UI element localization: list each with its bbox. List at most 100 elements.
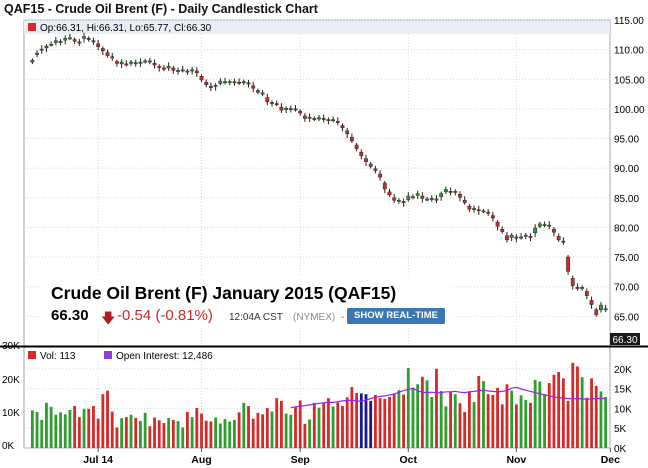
volume-bar	[355, 392, 359, 448]
open-interest-line	[290, 386, 606, 409]
candle-up	[580, 287, 585, 289]
candle-up	[213, 84, 218, 87]
candle-up	[537, 223, 542, 227]
volume-bar	[148, 426, 152, 448]
candle-down	[204, 81, 209, 85]
candle-down	[575, 287, 580, 289]
volume-bar	[242, 402, 246, 448]
candle-down	[476, 209, 481, 212]
candle-up	[443, 189, 448, 193]
candle-down	[448, 191, 453, 193]
volume-bar	[604, 396, 608, 448]
date-tick-label: Dec	[601, 454, 620, 466]
volume-bar	[35, 411, 39, 448]
candle-up	[143, 60, 148, 63]
quote-panel: Crude Oil Brent (F) January 2015 (QAF15)…	[40, 276, 452, 328]
candle-down	[162, 67, 166, 70]
volume-bar	[529, 402, 532, 448]
volume-bar	[590, 378, 593, 448]
candle-down	[157, 65, 162, 68]
volume-bar	[326, 398, 330, 448]
candle-down	[547, 224, 552, 227]
volume-bar	[82, 408, 86, 448]
volume-tick-label: 20K	[614, 365, 632, 376]
candle-down	[260, 92, 265, 95]
volume-bar	[279, 400, 283, 448]
candle-down	[77, 41, 82, 44]
last-price: 66.30	[51, 307, 89, 324]
volume-bar	[486, 394, 490, 448]
candle-down	[458, 194, 462, 198]
volume-bar	[388, 396, 391, 448]
candle-up	[166, 65, 171, 69]
volume-bar	[561, 378, 565, 448]
volume-bar	[505, 384, 509, 448]
volume-bar	[176, 421, 180, 448]
volume-bar	[364, 394, 368, 448]
volume-bar	[397, 390, 401, 448]
candle-down	[298, 111, 303, 114]
candle-up	[542, 224, 547, 226]
volume-tick-label: 5K	[614, 424, 627, 435]
candle-up	[439, 193, 444, 197]
price-candles	[30, 32, 608, 317]
candle-down	[368, 163, 373, 167]
candle-up	[415, 193, 420, 196]
candle-down	[237, 81, 242, 84]
candle-down	[490, 215, 495, 219]
show-real-time-button[interactable]: SHOW REAL-TIME	[347, 308, 445, 324]
volume-bar	[491, 394, 495, 448]
ohlc-legend-strip	[24, 21, 610, 34]
candle-down	[378, 173, 382, 178]
volume-bar	[251, 418, 255, 448]
contract-name: Crude Oil Brent (F) January 2015 (QAF15)	[51, 283, 397, 303]
candle-down	[147, 60, 152, 63]
candle-down	[199, 76, 204, 81]
candle-down	[528, 236, 533, 238]
volume-bar	[63, 414, 67, 448]
candle-down	[171, 67, 176, 71]
price-tick-label: 115.00	[614, 16, 644, 27]
candle-up	[68, 37, 72, 40]
candle-up	[317, 117, 321, 120]
candle-down	[100, 48, 105, 52]
volume-tick-label: 10K	[614, 404, 632, 415]
volume-bar	[373, 394, 377, 448]
volume-bar	[580, 377, 584, 448]
volume-bar	[284, 413, 288, 448]
volume-bar	[45, 402, 48, 448]
candle-down	[115, 61, 119, 64]
volume-bar	[134, 417, 138, 448]
price-tick-label: 105.00	[614, 75, 645, 86]
candle-up	[241, 81, 246, 84]
volume-bar	[30, 410, 34, 448]
candle-up	[129, 61, 133, 64]
volume-bar	[190, 417, 194, 448]
volume-bar	[303, 423, 307, 448]
candle-up	[190, 69, 195, 72]
candle-up	[603, 308, 608, 311]
volume-bars	[30, 362, 608, 448]
candle-up	[411, 196, 415, 199]
volume-left-label: 10K	[2, 408, 20, 419]
candle-down	[185, 70, 190, 73]
volume-bar	[477, 375, 481, 448]
volume-bar	[186, 411, 189, 448]
price-tick-label: 95.00	[614, 135, 639, 146]
volume-left-label: 0K	[2, 441, 15, 452]
price-tick-label: 80.00	[614, 223, 639, 234]
candle-down	[312, 118, 317, 120]
candle-down	[401, 201, 406, 203]
candle-up	[533, 227, 538, 234]
date-tick-label: Aug	[191, 454, 211, 466]
volume-bar	[467, 391, 471, 448]
volume-bar	[195, 408, 199, 448]
volume-tick-label: 15K	[614, 385, 632, 396]
candle-down	[589, 300, 594, 305]
date-tick-label: Nov	[506, 454, 526, 466]
candle-up	[58, 41, 63, 43]
volume-bar	[331, 406, 335, 448]
volume-bar	[101, 394, 105, 448]
candle-up	[44, 45, 49, 49]
